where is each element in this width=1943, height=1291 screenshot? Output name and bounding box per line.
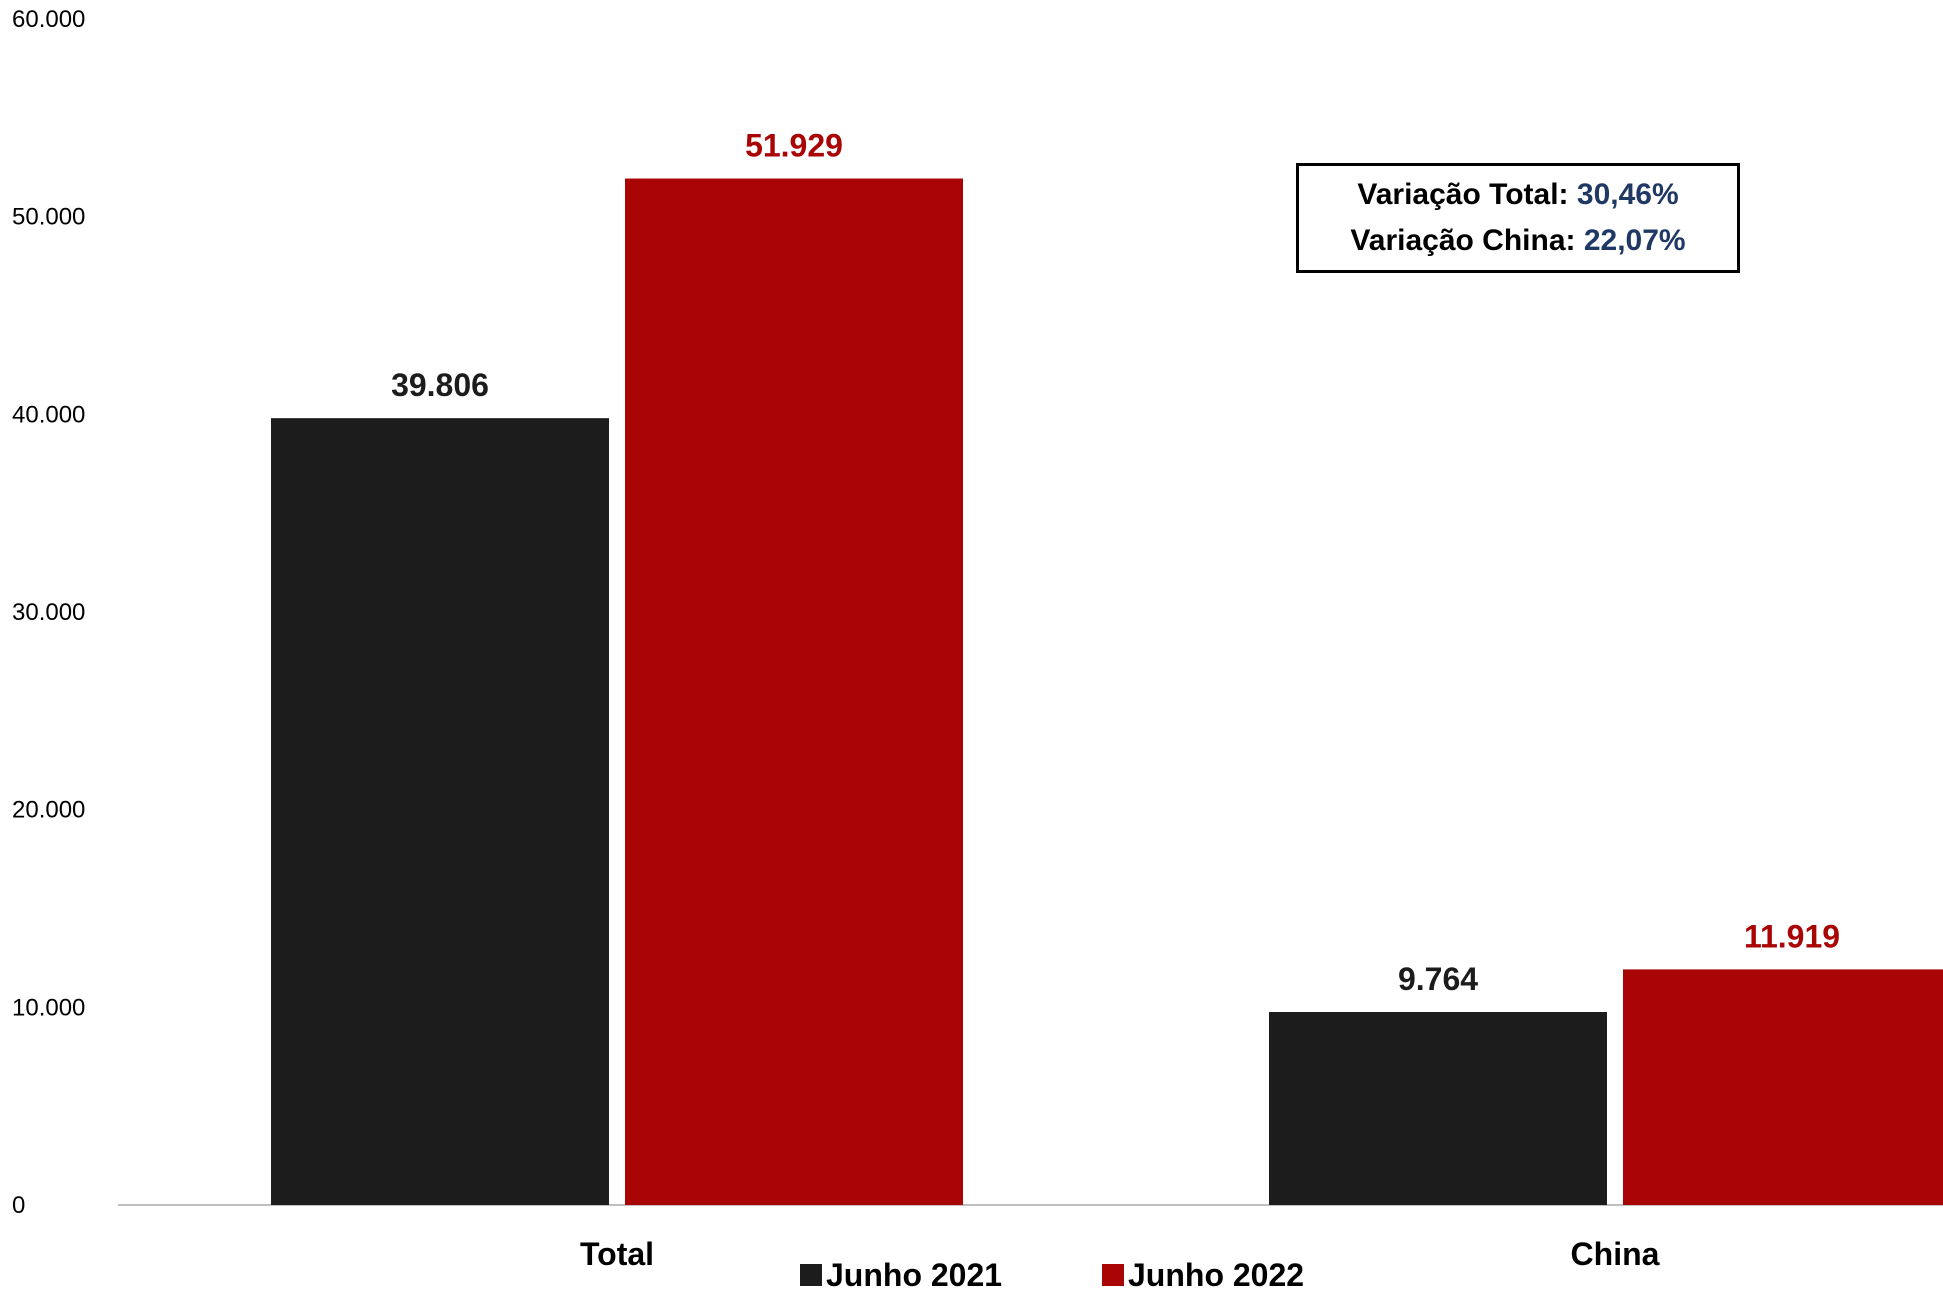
- data-labels-group: 39.806 51.929 9.764 11.919: [391, 128, 1840, 997]
- y-tick-label: 30.000: [12, 599, 85, 626]
- variation-total-label: Variação Total:: [1357, 178, 1569, 211]
- bar-total-0: [271, 418, 609, 1205]
- y-tick-label: 0: [12, 1192, 25, 1219]
- category-label: China: [1571, 1236, 1660, 1272]
- bar-china-1: [1623, 969, 1943, 1205]
- y-axis-tick-labels: 0 10.000 20.000 30.000 40.000 50.000 60.000: [12, 6, 85, 1219]
- legend-swatch: [1102, 1264, 1124, 1286]
- category-label: Total: [580, 1236, 654, 1272]
- legend-swatch: [800, 1264, 822, 1286]
- legend: Junho 2021 Junho 2022: [800, 1257, 1304, 1291]
- bars-group: [271, 178, 1943, 1206]
- y-tick-label: 10.000: [12, 994, 85, 1021]
- legend-label: Junho 2022: [1128, 1257, 1304, 1291]
- variation-china-label: Variação China:: [1350, 224, 1576, 257]
- y-tick-label: 60.000: [12, 6, 85, 33]
- variation-total-value: 30,46%: [1576, 178, 1679, 211]
- data-label: 9.764: [1398, 961, 1478, 997]
- variation-annotation-box: Variação Total: 30,46% Variação China: 2…: [1296, 163, 1740, 273]
- bar-china-0: [1269, 1011, 1607, 1205]
- data-label: 11.919: [1744, 918, 1840, 954]
- category-labels-group: Total China: [580, 1236, 1660, 1272]
- legend-label: Junho 2021: [826, 1257, 1002, 1291]
- y-tick-label: 50.000: [12, 204, 85, 231]
- variation-total-line: Variação Total: 30,46%: [1357, 172, 1678, 218]
- y-tick-label: 40.000: [12, 401, 85, 428]
- variation-china-value: 22,07%: [1583, 224, 1686, 257]
- bar-total-1: [625, 178, 963, 1206]
- data-label: 39.806: [391, 367, 489, 403]
- y-tick-label: 20.000: [12, 797, 85, 824]
- variation-china-line: Variação China: 22,07%: [1350, 218, 1685, 264]
- data-label: 51.929: [745, 128, 843, 164]
